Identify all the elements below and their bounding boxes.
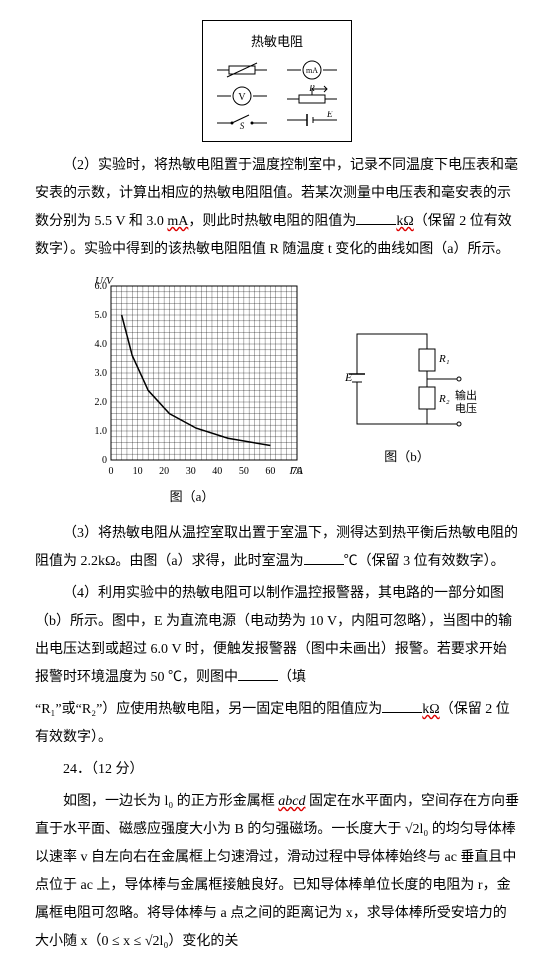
svg-text:2.0: 2.0 <box>95 397 108 408</box>
svg-text:E: E <box>344 370 353 384</box>
q24-head: 24．（12 分） <box>35 756 519 784</box>
svg-text:40: 40 <box>212 466 222 477</box>
thermistor-icon <box>217 61 267 79</box>
box-title: 热敏电阻 <box>217 29 337 55</box>
blank-3 <box>304 550 344 565</box>
para-2: （2）实验时，将热敏电阻置于温度控制室中，记录不同温度下电压表和毫安表的示数，计… <box>35 152 519 264</box>
svg-text:电压: 电压 <box>455 402 477 415</box>
svg-text:10: 10 <box>133 466 143 477</box>
resistor-icon: R <box>287 85 337 107</box>
svg-text:mA: mA <box>306 66 318 75</box>
svg-text:U/V: U/V <box>95 275 114 287</box>
svg-text:3.0: 3.0 <box>95 368 108 379</box>
svg-text:V: V <box>238 92 246 103</box>
chart-a: 01020304050607001.02.03.04.05.06.0U/VI/A… <box>77 274 307 510</box>
svg-text:50: 50 <box>239 466 249 477</box>
svg-text:I/A: I/A <box>289 465 304 477</box>
svg-text:30: 30 <box>186 466 196 477</box>
svg-text:输出: 输出 <box>455 388 477 402</box>
circuit-b-caption: 图（b） <box>337 444 477 470</box>
svg-text:S: S <box>240 121 245 129</box>
svg-text:0: 0 <box>109 466 114 477</box>
chart-a-caption: 图（a） <box>77 484 307 510</box>
svg-text:R₁: R₁ <box>438 353 450 365</box>
emf-icon: E <box>287 111 337 129</box>
svg-text:5.0: 5.0 <box>95 310 108 321</box>
para-3: （3）将热敏电阻从温控室取出置于室温下，测得达到热平衡后热敏电阻的阻值为 2.2… <box>35 520 519 576</box>
q24-body: 如图，一边长为 l₀ 的正方形金属框 abcd 固定在水平面内，空间存在方向垂直… <box>35 788 519 956</box>
blank-4a <box>238 666 278 681</box>
svg-text:R₂: R₂ <box>438 393 450 405</box>
symbols-box: 热敏电阻 mA V R <box>202 20 352 142</box>
para-4b: “R₁”或“R₂”）应使用热敏电阻，另一固定电阻的阻值应为kΩ（保留 2 位有效… <box>35 696 519 752</box>
svg-text:E: E <box>326 111 333 119</box>
svg-text:1.0: 1.0 <box>95 426 108 437</box>
switch-icon: S <box>217 111 267 129</box>
blank-4b <box>382 698 422 713</box>
svg-text:4.0: 4.0 <box>95 339 108 350</box>
circuit-b: E R₁ R₂ 输出 电压 图（b） <box>337 314 477 470</box>
voltmeter-icon: V <box>217 85 267 107</box>
svg-text:0: 0 <box>102 455 107 466</box>
svg-text:60: 60 <box>265 466 275 477</box>
para-4: （4）利用实验中的热敏电阻可以制作温控报警器，其电路的一部分如图（b）所示。图中… <box>35 580 519 692</box>
ammeter-icon: mA <box>287 59 337 81</box>
svg-text:20: 20 <box>159 466 169 477</box>
blank-2-1 <box>356 210 396 225</box>
